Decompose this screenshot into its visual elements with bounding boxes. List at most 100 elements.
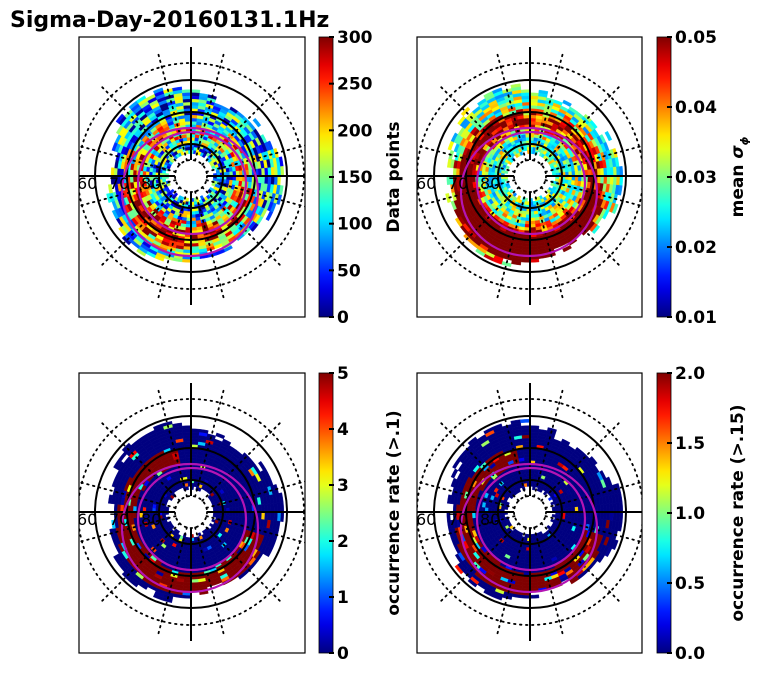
data-cell <box>546 524 551 530</box>
radial-grid-line <box>194 526 226 638</box>
data-cell <box>512 192 518 197</box>
radial-grid-line <box>79 481 177 509</box>
radial-grid-line <box>156 50 188 162</box>
data-cell <box>252 117 262 128</box>
radial-grid-line <box>544 179 642 207</box>
data-cell <box>162 514 167 519</box>
data-cell <box>505 501 510 506</box>
colorbar-tick-label: 2 <box>337 532 349 552</box>
data-cell <box>505 165 510 170</box>
oval-equatorward-boundary <box>459 462 599 594</box>
oval-equatorward-boundary <box>120 126 260 258</box>
data-cell <box>211 518 216 523</box>
data-cell <box>550 518 555 523</box>
oval-poleward-boundary <box>136 130 248 236</box>
data-cell <box>550 182 555 187</box>
plot-frame <box>416 36 643 318</box>
data-cell <box>516 488 522 493</box>
plot-frame <box>416 372 643 654</box>
data-cell <box>538 488 544 493</box>
data-cell <box>199 195 205 200</box>
latitude-label: 60 <box>416 174 436 193</box>
data-cell <box>170 158 175 164</box>
data-cell <box>604 130 613 142</box>
radial-grid-line <box>437 419 520 502</box>
data-cell <box>173 528 179 533</box>
data-cell <box>532 200 537 205</box>
colorbar-tick-label: 0.01 <box>675 308 717 328</box>
colorbar-tick-label: 1.5 <box>675 434 705 454</box>
data-cell <box>505 182 510 187</box>
latitude-label: 80 <box>141 510 161 529</box>
radial-grid-line <box>201 186 284 269</box>
radial-grid-line <box>540 522 623 605</box>
radial-grid-line <box>417 480 516 509</box>
data-cell <box>509 188 514 194</box>
radial-grid-line <box>156 190 188 302</box>
radial-grid-line <box>495 50 527 162</box>
oval-poleward-boundary <box>475 130 587 236</box>
radial-grid-line <box>98 419 181 502</box>
data-cell <box>212 514 217 518</box>
radial-grid-line <box>156 526 188 638</box>
data-cell <box>173 192 179 197</box>
data-cell <box>516 195 522 200</box>
data-cell <box>520 418 531 424</box>
colorbar-label: Data points <box>384 121 404 232</box>
data-cell <box>265 210 274 222</box>
polar-grid <box>417 383 642 641</box>
colorbar-tick-label: 0.5 <box>675 574 705 594</box>
colorbar-tick-label: 50 <box>337 261 361 281</box>
colorbar-tick-label: 0.04 <box>675 98 717 118</box>
data-cell <box>445 193 452 203</box>
data-cell <box>546 188 551 194</box>
data-cell <box>211 165 216 170</box>
data-cell <box>167 520 172 526</box>
data-cell <box>562 245 572 253</box>
radial-grid-line <box>205 179 305 208</box>
data-cell <box>185 197 189 202</box>
radial-grid-line <box>98 83 181 166</box>
radial-grid-line <box>194 190 226 302</box>
plot-frame <box>78 36 306 318</box>
colorbar-tick-label: 1 <box>337 588 349 608</box>
colorbar-tick-label: 2.0 <box>675 364 705 384</box>
radial-grid-line <box>533 526 565 638</box>
data-cell <box>504 170 509 174</box>
data-cell <box>197 532 202 537</box>
radial-grid-line <box>79 145 177 173</box>
oval-poleward-boundary <box>136 466 248 572</box>
colorbar-tick-label: 1.0 <box>675 504 705 524</box>
data-cells <box>445 83 624 268</box>
radial-grid-line <box>417 179 516 208</box>
data-cell <box>523 147 528 152</box>
radial-grid-line <box>98 186 181 269</box>
data-cell <box>215 432 226 440</box>
data-cell <box>524 533 528 538</box>
data-cell <box>460 106 471 117</box>
radial-grid-line <box>544 145 642 173</box>
data-cell <box>551 514 556 518</box>
data-cell <box>532 486 536 491</box>
radial-grid-line <box>540 186 623 269</box>
oval-equatorward-boundary <box>120 462 260 594</box>
colorbar-tick-label: 300 <box>337 28 373 48</box>
data-cell <box>162 178 167 183</box>
data-cell <box>180 151 185 156</box>
colorbar-tick-label: 0.03 <box>675 168 717 188</box>
radial-grid-line <box>495 386 527 498</box>
data-cell <box>215 169 220 174</box>
radial-grid-line <box>437 83 520 166</box>
polar-grid <box>79 47 305 305</box>
latitude-label: 60 <box>416 510 436 529</box>
data-cell <box>197 487 202 492</box>
oval-poleward-boundary <box>475 466 587 572</box>
data-cell <box>501 514 506 519</box>
